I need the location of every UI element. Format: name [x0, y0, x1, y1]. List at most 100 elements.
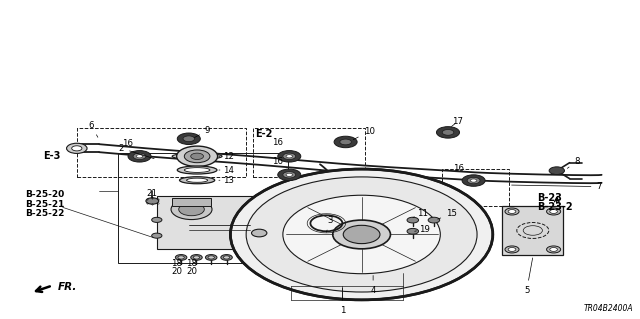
- Text: 21: 21: [146, 189, 157, 198]
- Circle shape: [286, 155, 292, 158]
- Circle shape: [508, 210, 516, 213]
- Circle shape: [505, 246, 519, 253]
- Circle shape: [436, 127, 460, 138]
- Circle shape: [283, 195, 440, 274]
- Text: B-25-20: B-25-20: [26, 190, 65, 199]
- Text: 4: 4: [371, 276, 376, 295]
- Text: 5: 5: [524, 258, 532, 295]
- Circle shape: [177, 133, 200, 145]
- Circle shape: [505, 208, 519, 215]
- Ellipse shape: [172, 153, 222, 160]
- Bar: [172, 198, 211, 206]
- Text: 12: 12: [219, 152, 234, 161]
- Ellipse shape: [179, 177, 215, 184]
- Circle shape: [428, 217, 440, 223]
- Text: 20: 20: [171, 267, 182, 276]
- Ellipse shape: [184, 167, 210, 172]
- Circle shape: [547, 208, 561, 215]
- Circle shape: [128, 151, 151, 162]
- Circle shape: [462, 175, 485, 186]
- Circle shape: [549, 167, 564, 174]
- Circle shape: [407, 217, 419, 223]
- Circle shape: [184, 150, 210, 163]
- Circle shape: [221, 255, 232, 260]
- Circle shape: [191, 153, 204, 160]
- Text: 9: 9: [195, 126, 210, 137]
- Text: E-2: E-2: [255, 129, 272, 139]
- Circle shape: [246, 177, 477, 292]
- Circle shape: [193, 256, 200, 259]
- Circle shape: [508, 248, 516, 251]
- Bar: [118, 153, 288, 263]
- Circle shape: [470, 179, 477, 182]
- Circle shape: [343, 225, 380, 244]
- Bar: [442, 169, 509, 206]
- Circle shape: [67, 143, 87, 153]
- Text: B-25-21: B-25-21: [26, 200, 65, 209]
- Text: 18: 18: [171, 259, 182, 268]
- Circle shape: [334, 136, 357, 148]
- Text: 6: 6: [88, 121, 98, 137]
- Circle shape: [178, 256, 184, 259]
- Circle shape: [177, 146, 218, 167]
- Text: B-23-2: B-23-2: [538, 202, 573, 212]
- Circle shape: [133, 153, 146, 160]
- Text: 14: 14: [219, 166, 234, 174]
- Ellipse shape: [177, 166, 217, 174]
- Circle shape: [278, 151, 301, 162]
- Text: 20: 20: [186, 267, 198, 276]
- Circle shape: [175, 255, 187, 260]
- Text: 7: 7: [511, 182, 602, 191]
- Circle shape: [230, 169, 493, 300]
- Circle shape: [283, 153, 296, 160]
- Circle shape: [72, 146, 82, 151]
- Circle shape: [183, 136, 195, 142]
- Circle shape: [205, 255, 217, 260]
- Circle shape: [152, 217, 162, 222]
- Circle shape: [467, 177, 480, 184]
- Circle shape: [146, 198, 159, 204]
- Text: 18: 18: [186, 259, 198, 268]
- Text: E-3: E-3: [44, 151, 61, 161]
- Text: 16: 16: [271, 157, 283, 166]
- Text: 3: 3: [326, 216, 333, 232]
- Text: 16: 16: [122, 139, 134, 148]
- Text: FR.: FR.: [58, 282, 77, 292]
- Text: 17: 17: [451, 117, 463, 127]
- Text: B-25-22: B-25-22: [26, 209, 65, 218]
- Text: 13: 13: [219, 176, 234, 185]
- Bar: [253, 128, 365, 177]
- Text: 15: 15: [438, 209, 457, 219]
- Text: TR04B2400A: TR04B2400A: [584, 304, 634, 313]
- Circle shape: [278, 169, 301, 181]
- Text: 10: 10: [353, 127, 374, 140]
- Circle shape: [179, 203, 204, 216]
- Circle shape: [252, 229, 267, 237]
- Circle shape: [191, 255, 202, 260]
- Circle shape: [550, 210, 557, 213]
- Circle shape: [407, 228, 419, 234]
- Circle shape: [340, 139, 351, 145]
- Text: 8: 8: [567, 157, 580, 168]
- Circle shape: [283, 172, 296, 178]
- Circle shape: [171, 199, 212, 219]
- Circle shape: [442, 130, 454, 135]
- Text: 16: 16: [271, 138, 283, 147]
- Text: 16: 16: [452, 164, 464, 173]
- Circle shape: [547, 246, 561, 253]
- Bar: [157, 196, 256, 249]
- Text: B-23: B-23: [538, 193, 563, 203]
- Circle shape: [136, 155, 143, 158]
- Circle shape: [152, 233, 162, 238]
- Circle shape: [208, 256, 214, 259]
- Ellipse shape: [187, 178, 207, 182]
- Text: 1: 1: [340, 288, 345, 315]
- Circle shape: [223, 256, 230, 259]
- Circle shape: [333, 220, 390, 249]
- Circle shape: [286, 173, 292, 176]
- Text: 19: 19: [415, 225, 430, 234]
- Text: 11: 11: [413, 209, 428, 218]
- Bar: [77, 128, 246, 177]
- Text: 2: 2: [118, 144, 154, 159]
- Circle shape: [550, 248, 557, 251]
